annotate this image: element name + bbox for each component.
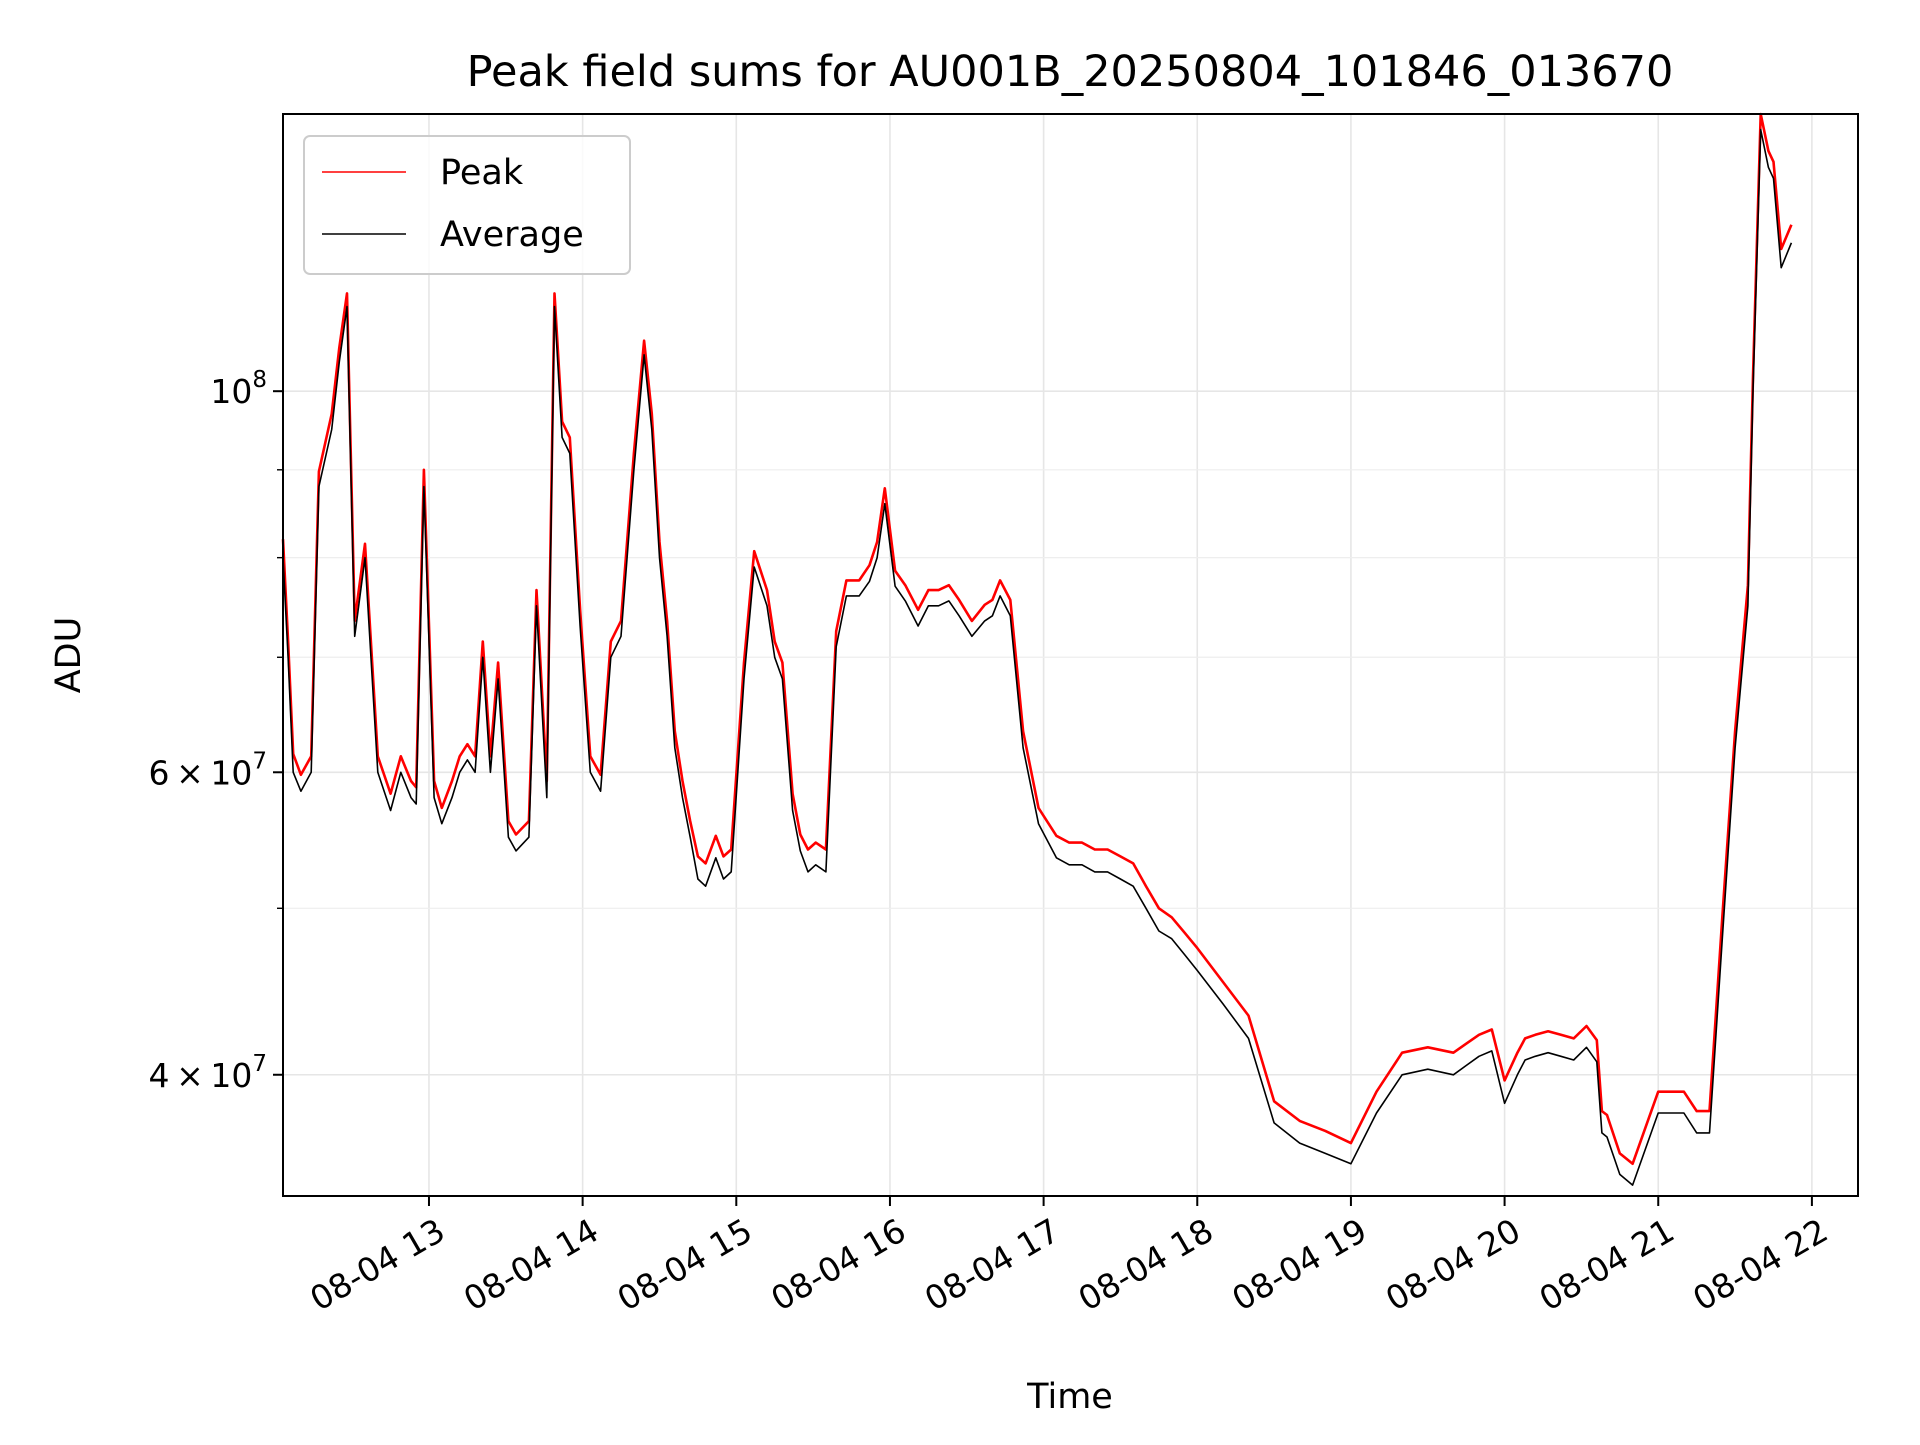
series-line-peak <box>281 112 1793 1166</box>
x-tick-label: 08-04 17 <box>918 1211 1066 1319</box>
y-tick-label: 6 × 107 <box>149 748 267 792</box>
legend-average-label: Average <box>440 215 584 255</box>
x-axis-label: Time <box>1026 1377 1113 1417</box>
x-tick-label: 08-04 21 <box>1533 1211 1681 1319</box>
x-tick-label: 08-04 16 <box>764 1211 912 1319</box>
x-tick-label: 08-04 18 <box>1072 1211 1220 1319</box>
y-axis-ticks: 4 × 107 6 × 107 108 <box>149 367 283 1095</box>
y-tick-label: 108 <box>210 367 267 411</box>
x-axis-ticks: 08-04 13 08-04 14 08-04 15 08-04 16 08-04 17… <box>303 1196 1834 1319</box>
x-tick-label: 08-04 19 <box>1225 1211 1373 1319</box>
legend-peak-label: Peak <box>440 153 524 193</box>
legend: Peak Average <box>303 135 631 275</box>
x-tick-label: 08-04 14 <box>457 1211 605 1319</box>
grid <box>283 114 1858 1196</box>
plot-frame <box>282 113 1859 1197</box>
legend-box <box>303 135 631 275</box>
x-tick-label: 08-04 15 <box>611 1211 759 1319</box>
x-tick-label: 08-04 20 <box>1379 1211 1527 1319</box>
x-tick-label: 08-04 22 <box>1686 1211 1834 1319</box>
x-tick-label: 08-04 13 <box>303 1211 451 1319</box>
series-line-average <box>282 128 1793 1186</box>
y-tick-label: 4 × 107 <box>149 1051 267 1095</box>
series-lines <box>281 112 1793 1186</box>
chart-title: Peak field sums for AU001B_20250804_1018… <box>467 47 1674 97</box>
y-axis-label: ADU <box>49 617 89 694</box>
